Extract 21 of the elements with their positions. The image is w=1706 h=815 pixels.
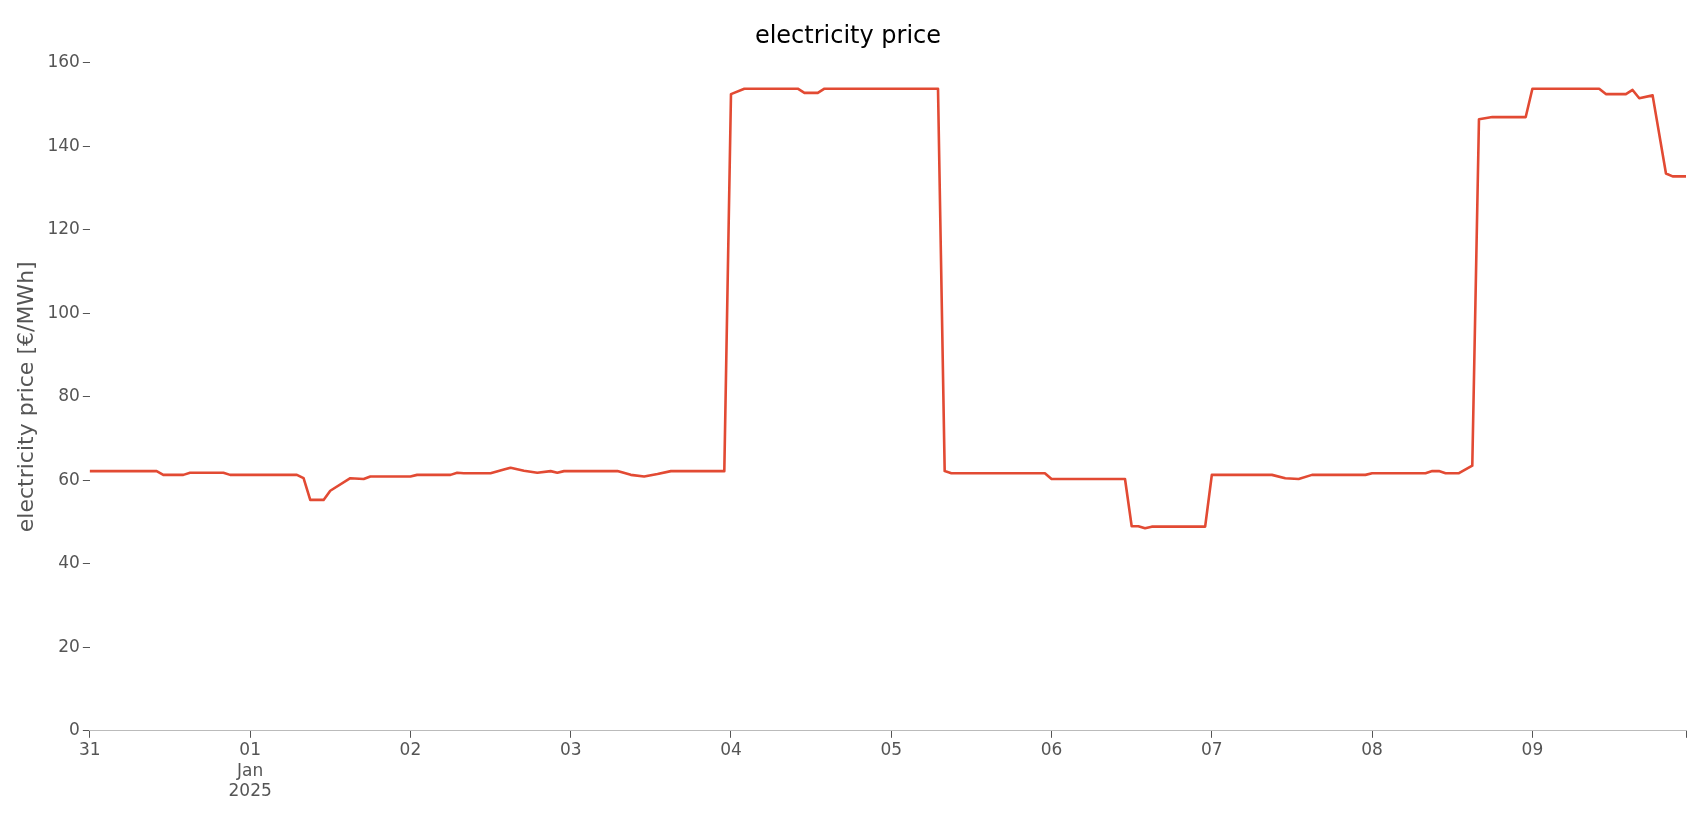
y-tick-label: 40 xyxy=(58,552,80,573)
y-axis-title: electricity price [€/MWh] xyxy=(12,261,38,533)
y-tick-label: 20 xyxy=(58,635,80,656)
x-tick-label: 03 xyxy=(559,739,582,760)
y-tick-label: 120 xyxy=(47,218,80,239)
x-tick-label: 31 xyxy=(79,739,101,760)
x-tick-label: 02 xyxy=(399,739,422,760)
y-tick-label: 80 xyxy=(58,385,80,406)
y-tick-label: 60 xyxy=(58,468,80,489)
y-tick-label: 160 xyxy=(47,51,80,72)
chart-title: electricity price xyxy=(754,20,942,49)
x-tick-label: 06 xyxy=(1040,739,1063,760)
x-tick-label: 05 xyxy=(880,739,903,760)
x-tick-label: 08 xyxy=(1361,739,1383,760)
y-tick-label: 140 xyxy=(47,134,80,155)
x-tick-label: 01 Jan 2025 xyxy=(228,739,272,801)
x-tick-label: 04 xyxy=(720,739,742,760)
y-tick-label: 100 xyxy=(47,301,80,322)
y-tick-label: 0 xyxy=(69,719,80,740)
x-tick-label: 07 xyxy=(1201,739,1223,760)
x-tick-label: 09 xyxy=(1521,739,1544,760)
